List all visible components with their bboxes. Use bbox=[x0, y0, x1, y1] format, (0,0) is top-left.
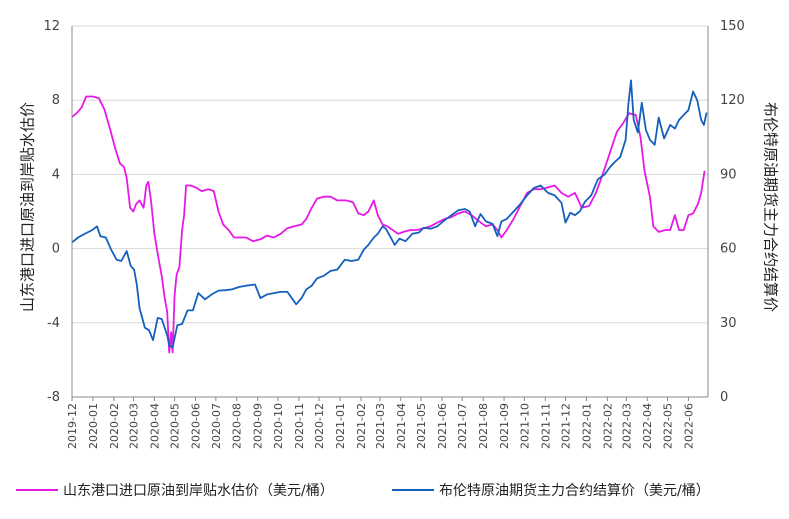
x-tick-label: 2020-01 bbox=[87, 403, 100, 449]
right-tick-label: 90 bbox=[720, 167, 737, 182]
x-tick-label: 2020-11 bbox=[293, 403, 306, 449]
x-axis-ticks: 2019-12 2020-01 2020-02 2020-03 2020-04 2020-… bbox=[66, 397, 695, 449]
right-axis-ticks: 0 30 60 90 120 150 bbox=[720, 19, 745, 405]
x-tick-label: 2022-05 bbox=[661, 403, 674, 449]
legend: 山东港口进口原油到岸贴水估价（美元/桶） 布伦特原油期货主力合约结算价（美元/桶… bbox=[16, 482, 710, 499]
left-tick-label: 8 bbox=[52, 93, 60, 108]
x-tick-label: 2020-12 bbox=[313, 403, 326, 449]
series-line-1 bbox=[71, 95, 706, 354]
x-tick-label: 2022-02 bbox=[601, 403, 614, 449]
right-tick-label: 60 bbox=[720, 242, 737, 257]
left-tick-label: 0 bbox=[52, 242, 60, 257]
series-lines bbox=[71, 79, 708, 354]
x-tick-label: 2021-05 bbox=[415, 403, 428, 449]
x-tick-label: 2020-05 bbox=[169, 403, 182, 449]
x-tick-label: 2021-08 bbox=[477, 403, 490, 449]
right-tick-label: 120 bbox=[720, 93, 745, 108]
x-tick-label: 2020-10 bbox=[272, 403, 285, 449]
x-tick-label: 2020-07 bbox=[210, 403, 223, 449]
legend-label-series-1: 山东港口进口原油到岸贴水估价（美元/桶） bbox=[63, 483, 334, 499]
x-tick-label: 2021-04 bbox=[395, 403, 408, 449]
grid-lines bbox=[72, 25, 708, 398]
y-right-axis-title: 布伦特原油期货主力合约结算价 bbox=[762, 102, 780, 312]
x-tick-label: 2021-11 bbox=[539, 403, 552, 449]
x-tick-label: 2022-06 bbox=[682, 403, 695, 449]
x-tick-label: 2021-10 bbox=[518, 403, 531, 449]
x-tick-label: 2020-02 bbox=[108, 403, 121, 449]
right-tick-label: 150 bbox=[720, 19, 745, 34]
x-tick-label: 2022-03 bbox=[620, 403, 633, 449]
x-tick-label: 2021-07 bbox=[456, 403, 469, 449]
x-tick-label: 2022-04 bbox=[641, 403, 654, 449]
right-tick-label: 0 bbox=[720, 390, 728, 405]
x-tick-label: 2020-03 bbox=[127, 403, 140, 449]
left-tick-label: 4 bbox=[52, 167, 60, 182]
x-tick-label: 2021-03 bbox=[374, 403, 387, 449]
x-tick-label: 2020-04 bbox=[148, 403, 161, 449]
left-axis-ticks: -8 -4 0 4 8 12 bbox=[43, 19, 60, 405]
y-left-axis-title: 山东港口进口原油到岸贴水估价 bbox=[19, 102, 37, 312]
x-tick-label: 2021-02 bbox=[355, 403, 368, 449]
x-tick-label: 2021-01 bbox=[334, 403, 347, 449]
x-tick-label: 2022-01 bbox=[580, 403, 593, 449]
x-tick-label: 2021-06 bbox=[436, 403, 449, 449]
x-tick-label: 2020-06 bbox=[190, 403, 203, 449]
x-tick-label: 2020-08 bbox=[231, 403, 244, 449]
x-tick-label: 2021-12 bbox=[560, 403, 573, 449]
right-tick-label: 30 bbox=[720, 316, 737, 331]
axes bbox=[71, 26, 709, 398]
x-tick-label: 2019-12 bbox=[66, 403, 79, 449]
series-line-2 bbox=[71, 79, 708, 349]
legend-label-series-2: 布伦特原油期货主力合约结算价（美元/桶） bbox=[439, 482, 710, 499]
x-tick-label: 2021-09 bbox=[498, 403, 511, 449]
left-tick-label: -8 bbox=[47, 390, 60, 405]
left-tick-label: -4 bbox=[47, 316, 60, 331]
left-tick-label: 12 bbox=[43, 19, 60, 34]
x-tick-label: 2020-09 bbox=[252, 403, 265, 449]
